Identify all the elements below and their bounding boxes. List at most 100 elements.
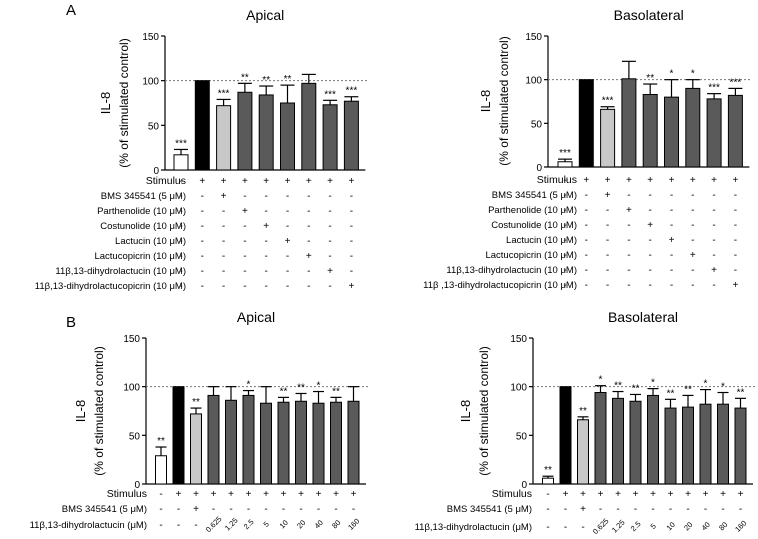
bar [295, 400, 307, 485]
condition-sign: - [222, 236, 225, 247]
condition-sign: - [286, 251, 289, 262]
condition-sign: + [685, 489, 691, 500]
dose-sign: - [564, 522, 567, 533]
condition-sign: - [563, 250, 566, 261]
condition-sign: + [703, 489, 709, 500]
condition-sign: - [712, 250, 715, 261]
condition-sign: - [247, 504, 250, 515]
condition-sign: - [350, 236, 353, 247]
y-tick-label: 100 [510, 383, 527, 394]
condition-row-label: 11β,13-dihydrolactucopicrin (10 μM) [35, 281, 186, 292]
condition-sign: - [201, 206, 204, 217]
condition-sign: - [286, 221, 289, 232]
bar [155, 455, 167, 485]
condition-sign: - [179, 236, 182, 247]
condition-sign: + [327, 266, 333, 277]
condition-sign: - [627, 220, 630, 231]
condition-sign: - [179, 251, 182, 262]
significance-label: ** [262, 75, 270, 86]
significance-label: ** [614, 381, 622, 392]
dose-label: 20 [295, 518, 307, 530]
condition-sign: + [669, 175, 675, 186]
condition-sign: - [201, 236, 204, 247]
panel-label-b: B [66, 314, 76, 331]
bar [237, 91, 253, 171]
condition-sign: - [649, 205, 652, 216]
significance-label: ** [579, 406, 587, 417]
bar [685, 87, 701, 168]
bar [173, 154, 189, 171]
y-axis-label-units: (% of stimulated control) [497, 36, 511, 165]
y-axis-label-units: (% of stimulated control) [477, 346, 491, 475]
condition-sign: - [670, 220, 673, 231]
condition-sign: - [734, 250, 737, 261]
condition-sign: + [647, 175, 653, 186]
condition-row-label: Costunolide (10 μM) [491, 220, 577, 231]
condition-sign: - [159, 489, 162, 500]
condition-row-label: 11β ,13-dihydrolactucopicrin (10 μM) [423, 280, 577, 291]
significance-label: ** [332, 386, 340, 397]
y-axis-label-units: (% of stimulated control) [92, 346, 106, 475]
bar [600, 108, 616, 168]
significance-label: * [670, 69, 674, 80]
significance-label: *** [346, 86, 358, 97]
condition-sign: - [201, 251, 204, 262]
condition-sign: + [199, 176, 205, 187]
condition-sign: + [193, 489, 199, 500]
condition-sign: - [265, 206, 268, 217]
bar [216, 105, 232, 171]
dose-label: 0.625 [204, 514, 224, 534]
significance-label: ** [667, 388, 675, 399]
condition-sign: - [691, 235, 694, 246]
y-tick-label: 100 [525, 76, 542, 87]
dose-label: 5 [649, 522, 658, 531]
condition-sign: + [580, 489, 586, 500]
chart-title: Apical [246, 7, 284, 23]
significance-label: * [317, 381, 321, 392]
significance-label: *** [559, 148, 571, 159]
y-tick-label: 150 [510, 334, 527, 345]
bar [260, 402, 272, 485]
condition-row-label: Stimulus [537, 174, 577, 186]
condition-sign: + [193, 504, 199, 515]
dose-label: 2.5 [242, 517, 256, 531]
condition-sign: + [306, 176, 312, 187]
condition-sign: - [712, 280, 715, 291]
bar [706, 98, 722, 168]
condition-sign: - [669, 504, 672, 515]
dose-row-label: 11β,13-dihydrolactucin (μM) [30, 520, 147, 531]
condition-sign: - [307, 221, 310, 232]
condition-row-label: Lactucin (10 μM) [506, 235, 577, 246]
condition-sign: + [351, 489, 357, 500]
bar [277, 401, 290, 485]
condition-sign: - [179, 191, 182, 202]
condition-row-label: BMS 345541 (5 μM) [62, 504, 147, 515]
significance-label: * [691, 69, 695, 80]
dose-label: 80 [330, 518, 342, 530]
condition-sign: + [563, 489, 569, 500]
condition-sign: - [670, 250, 673, 261]
significance-label: *** [730, 77, 742, 88]
condition-sign: - [350, 266, 353, 277]
condition-sign: - [201, 266, 204, 277]
condition-sign: - [222, 221, 225, 232]
condition-sign: - [307, 206, 310, 217]
condition-sign: - [651, 504, 654, 515]
condition-sign: - [352, 504, 355, 515]
condition-sign: - [282, 504, 285, 515]
condition-row-label: Lactucopicrin (10 μM) [94, 251, 186, 262]
y-axis-label-units: (% of stimulated control) [117, 38, 131, 167]
condition-sign: - [670, 265, 673, 276]
condition-sign: - [179, 221, 182, 232]
condition-sign: + [626, 175, 632, 186]
condition-sign: + [633, 489, 639, 500]
condition-sign: + [298, 489, 304, 500]
y-tick-label: 150 [525, 32, 542, 43]
condition-sign: - [307, 266, 310, 277]
significance-label: ** [684, 384, 692, 395]
condition-sign: - [350, 221, 353, 232]
condition-sign: + [348, 176, 354, 187]
condition-sign: - [546, 489, 549, 500]
y-axis-label: IL-8 [98, 92, 113, 114]
